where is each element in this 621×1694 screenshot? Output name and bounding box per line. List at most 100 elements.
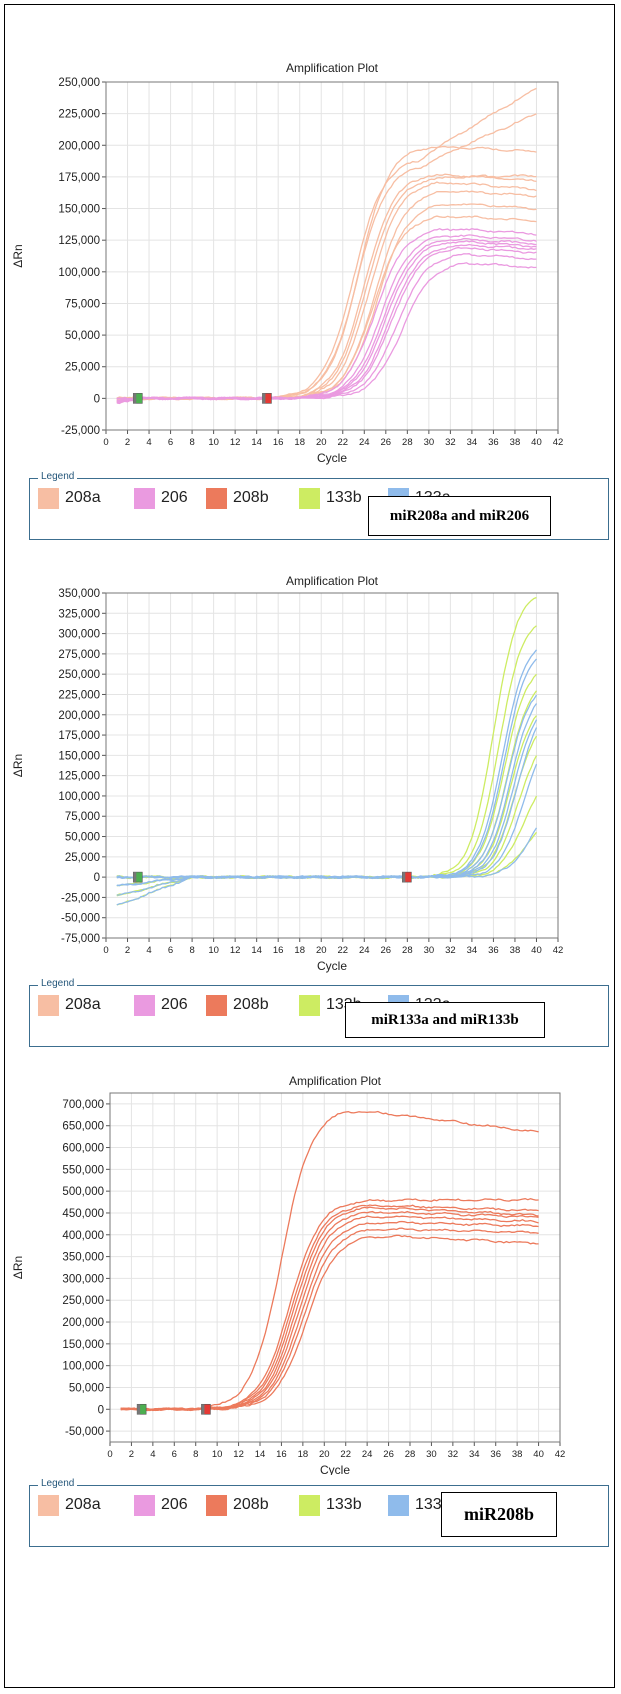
x-tick-label: 30 — [424, 945, 435, 956]
x-tick-label: 32 — [445, 945, 456, 956]
curve-208b — [120, 1206, 539, 1412]
threshold-marker-edge — [133, 872, 137, 883]
x-tick-label: 20 — [319, 1449, 330, 1460]
x-tick-label: 14 — [251, 437, 262, 448]
chart-title: Amplification Plot — [286, 574, 379, 588]
threshold-marker-edge — [402, 872, 406, 883]
x-tick-label: 6 — [172, 1449, 177, 1460]
x-tick-label: 10 — [208, 437, 219, 448]
x-tick-label: 16 — [276, 1449, 287, 1460]
curves — [120, 1110, 539, 1412]
y-tick-label: 200,000 — [62, 1317, 104, 1329]
panel-mir133a-mir133b: Amplification Plot -75,000 -50,000 -25,000 0… — [0, 565, 621, 1095]
legend-swatch — [206, 487, 227, 509]
y-tick-label: 25,000 — [65, 852, 100, 864]
curves — [116, 596, 538, 906]
x-tick-label: 2 — [129, 1449, 134, 1460]
caption-text: miR208b — [463, 1504, 534, 1524]
legend-label: 208b — [233, 1496, 269, 1513]
amplification-plot-2: Amplification Plot -75,000 -50,000 -25,000 0… — [11, 574, 563, 973]
y-tick-label: 75,000 — [65, 298, 100, 310]
y-tick-label: 500,000 — [62, 1186, 104, 1198]
x-tick-label: 20 — [316, 437, 327, 448]
y-tick-label: 350,000 — [62, 1252, 104, 1264]
x-tick-label: 24 — [359, 437, 370, 448]
y-tick-label: 250,000 — [58, 77, 100, 89]
x-tick-label: 34 — [467, 437, 478, 448]
x-tick-label: 26 — [381, 945, 392, 956]
x-tick-label: 18 — [294, 945, 305, 956]
amplification-plot-3: Amplification Plot-50,000050,000100,0001… — [11, 1074, 566, 1475]
x-tick-label: 12 — [230, 945, 241, 956]
plot-area — [105, 592, 559, 939]
curve-208b — [120, 1234, 539, 1411]
x-tick-label: 42 — [555, 1449, 566, 1460]
curve-133a — [116, 827, 538, 879]
y-tick-label: -25,000 — [61, 892, 100, 904]
x-tick-label: 6 — [168, 437, 173, 448]
threshold-marker-edge — [201, 1404, 205, 1415]
y-tick-label: 350,000 — [58, 588, 100, 600]
legend-label: 208b — [233, 996, 269, 1013]
y-tick-label: 175,000 — [58, 172, 100, 184]
x-tick-label: 4 — [146, 945, 151, 956]
x-tick-label: 0 — [103, 945, 108, 956]
x-tick-label: 26 — [383, 1449, 394, 1460]
y-tick-label: 150,000 — [58, 750, 100, 762]
y-axis-label: ΔRn — [11, 754, 25, 777]
x-tick-label: 4 — [146, 437, 151, 448]
legend-title: Legend — [38, 1478, 78, 1489]
legend-item-206: 206 — [134, 994, 188, 1016]
legend-swatch — [299, 994, 320, 1016]
legend-item-208a: 208a — [38, 994, 101, 1016]
y-tick-label: -50,000 — [65, 1426, 104, 1438]
x-tick-label: 16 — [273, 945, 284, 956]
y-tick-label: 250,000 — [58, 669, 100, 681]
caption-mir133a-mir133b: miR133a and miR133b — [345, 1002, 545, 1038]
x-tick-label: 0 — [107, 1449, 112, 1460]
legend-swatch — [38, 994, 59, 1016]
x-tick-label: 2 — [125, 437, 130, 448]
x-tick-label: 22 — [337, 945, 348, 956]
legend-swatch — [134, 994, 155, 1016]
legend-swatch — [206, 994, 227, 1016]
x-tick-label: 8 — [189, 945, 194, 956]
x-tick-label: 8 — [193, 1449, 198, 1460]
legend-title: Legend — [38, 978, 78, 989]
caption-text: miR133a and miR133b — [371, 1011, 519, 1028]
y-tick-label: 125,000 — [58, 771, 100, 783]
legend-item-208b: 208b — [206, 1494, 269, 1516]
x-tick-label: 28 — [402, 437, 413, 448]
y-tick-label: 25,000 — [65, 362, 100, 374]
x-tick-label: 0 — [103, 437, 108, 448]
y-tick-label: 550,000 — [62, 1164, 104, 1176]
x-tick-label: 24 — [362, 1449, 373, 1460]
plot-border — [105, 81, 559, 431]
legend-swatch — [38, 1494, 59, 1516]
y-tick-label: 325,000 — [58, 608, 100, 620]
y-tick-label: -75,000 — [61, 933, 100, 945]
legend-item-208b: 208b — [206, 994, 269, 1016]
y-tick-label: 275,000 — [58, 649, 100, 661]
y-tick-label: 0 — [94, 872, 100, 884]
x-tick-label: 2 — [125, 945, 130, 956]
legend-swatch — [299, 487, 320, 509]
x-tick-label: 14 — [251, 945, 262, 956]
y-tick-label: 150,000 — [62, 1339, 104, 1351]
y-tick-label: 600,000 — [62, 1143, 104, 1155]
panel-mir208b: Amplification Plot -50,000 0 50,000 100,000 1… — [0, 1063, 621, 1688]
x-tick-label: 8 — [189, 437, 194, 448]
y-tick-label: 300,000 — [62, 1273, 104, 1285]
x-tick-label: 32 — [448, 1449, 459, 1460]
y-tick-label: 200,000 — [58, 710, 100, 722]
x-tick-label: 36 — [488, 437, 499, 448]
x-tick-label: 12 — [233, 1449, 244, 1460]
x-tick-label: 36 — [488, 945, 499, 956]
x-tick-label: 42 — [553, 437, 564, 448]
x-tick-label: 28 — [402, 945, 413, 956]
plot-border — [109, 1092, 561, 1443]
x-tick-label: 40 — [531, 945, 542, 956]
y-tick-label: 0 — [94, 393, 100, 405]
x-tick-label: 26 — [381, 437, 392, 448]
y-tick-label: 100,000 — [58, 791, 100, 803]
